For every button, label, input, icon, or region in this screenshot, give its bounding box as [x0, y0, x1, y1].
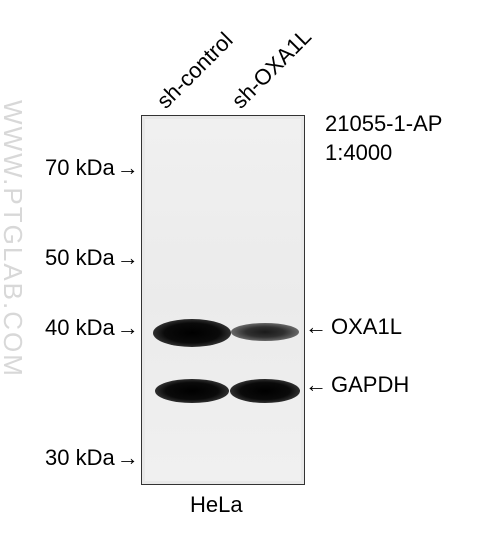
antibody-dilution: 1:4000	[325, 139, 442, 168]
blot-inner	[145, 119, 301, 481]
marker-label: 50 kDa	[45, 245, 115, 271]
marker-40: 40 kDa →	[45, 315, 139, 341]
band-gapdh-lane2	[230, 379, 300, 403]
arrow-icon: →	[117, 445, 139, 471]
arrow-left-icon: ←	[305, 314, 327, 340]
arrow-left-icon: ←	[305, 372, 327, 398]
target-label-text: OXA1L	[331, 314, 402, 340]
marker-label: 40 kDa	[45, 315, 115, 341]
marker-30: 30 kDa →	[45, 445, 139, 471]
marker-label: 30 kDa	[45, 445, 115, 471]
lane-label-1: sh-control	[152, 27, 239, 114]
arrow-icon: →	[117, 245, 139, 271]
antibody-info: 21055-1-AP 1:4000	[325, 110, 442, 167]
marker-70: 70 kDa →	[45, 155, 139, 181]
target-gapdh: ← GAPDH	[305, 372, 409, 398]
band-gapdh-lane1	[155, 379, 229, 403]
arrow-icon: →	[117, 315, 139, 341]
band-oxa1l-lane2	[231, 323, 299, 341]
watermark-text: WWW.PTGLAB.COM	[0, 100, 28, 378]
target-oxa1l: ← OXA1L	[305, 314, 402, 340]
blot-membrane	[141, 115, 305, 485]
band-oxa1l-lane1	[153, 319, 231, 347]
cell-line-label: HeLa	[190, 492, 243, 518]
marker-label: 70 kDa	[45, 155, 115, 181]
arrow-icon: →	[117, 155, 139, 181]
antibody-catalog: 21055-1-AP	[325, 110, 442, 139]
marker-50: 50 kDa →	[45, 245, 139, 271]
lane-label-2: sh-OXA1L	[227, 24, 317, 114]
target-label-text: GAPDH	[331, 372, 409, 398]
